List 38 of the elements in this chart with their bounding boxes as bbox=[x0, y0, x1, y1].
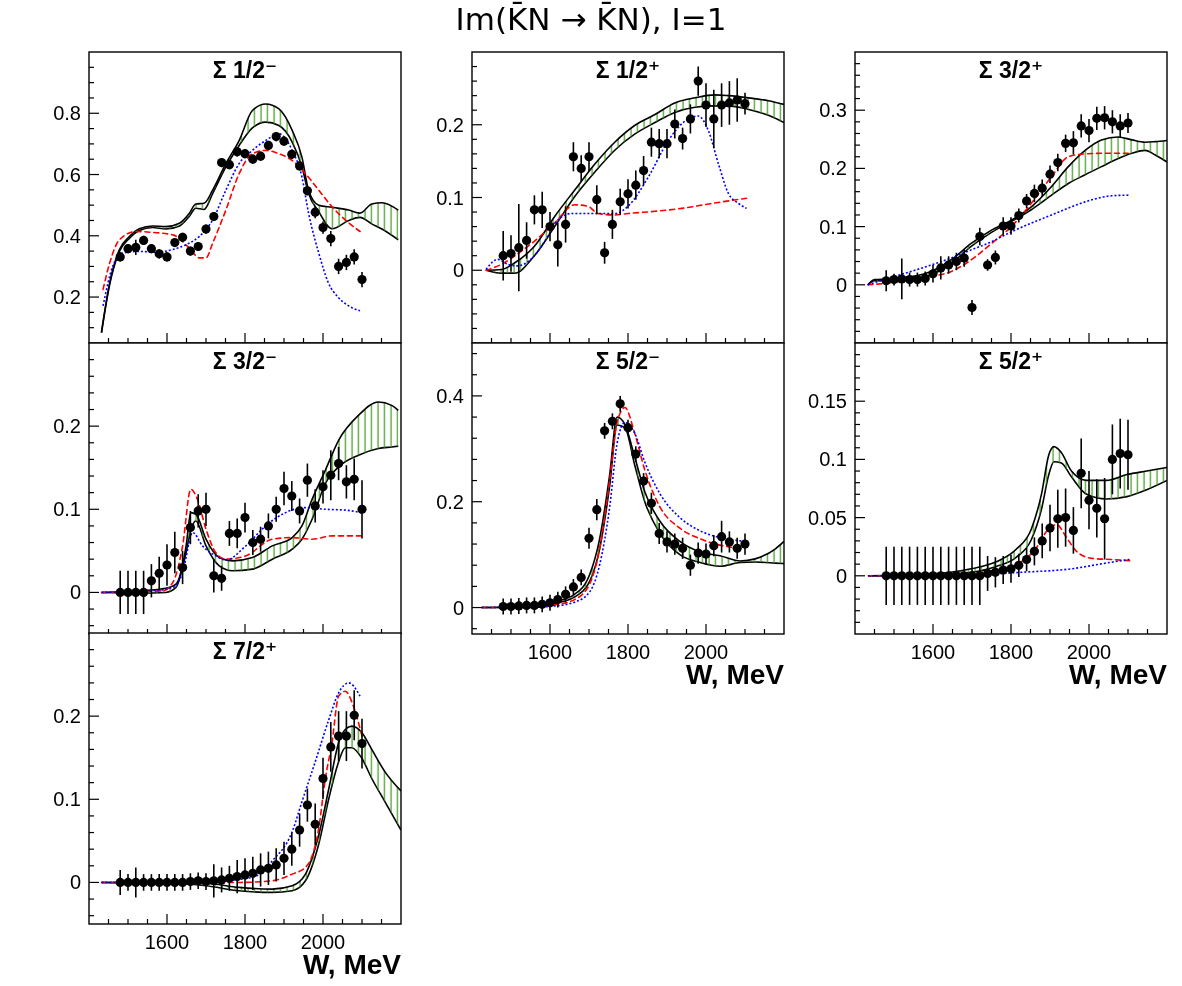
x-tick-label: 1600 bbox=[144, 931, 190, 953]
chart-title: Σ 1/2⁻ bbox=[212, 57, 278, 83]
y-tick-label: 0.15 bbox=[808, 390, 847, 413]
y-tick-label: 0.1 bbox=[53, 788, 81, 811]
chart-title: Σ 5/2⁺ bbox=[978, 348, 1044, 374]
y-tick-label: 0 bbox=[835, 564, 847, 587]
x-tick-label: 1800 bbox=[605, 641, 651, 663]
y-tick-label: 0.1 bbox=[53, 498, 81, 521]
chart-title: Σ 7/2⁺ bbox=[212, 638, 278, 664]
chart-title: Σ 3/2⁻ bbox=[212, 348, 278, 374]
y-tick-label: 0.4 bbox=[53, 224, 81, 247]
y-tick-label: 0.3 bbox=[819, 99, 847, 122]
y-tick-label: 0.1 bbox=[436, 186, 464, 209]
y-tick-label: 0.6 bbox=[53, 163, 81, 186]
y-tick-label: 0.1 bbox=[819, 215, 847, 238]
y-tick-label: 0.1 bbox=[819, 448, 847, 471]
y-tick-label: 0.05 bbox=[808, 506, 847, 529]
y-tick-label: 0.2 bbox=[436, 113, 464, 136]
y-tick-label: 0.2 bbox=[436, 490, 464, 513]
y-tick-label: 0 bbox=[452, 259, 464, 282]
y-tick-label: 0.8 bbox=[53, 102, 81, 125]
y-tick-label: 0 bbox=[69, 581, 81, 604]
y-tick-label: 0 bbox=[452, 596, 464, 619]
y-tick-label: 0 bbox=[835, 273, 847, 296]
text: Im(K̄N → K̄N), I=1 bbox=[455, 1, 727, 37]
y-tick-label: 0.2 bbox=[53, 415, 81, 438]
y-tick-label: 0.4 bbox=[436, 384, 464, 407]
y-tick-label: 0 bbox=[69, 871, 81, 894]
x-tick-label: 1800 bbox=[222, 931, 268, 953]
x-tick-label: 1600 bbox=[910, 641, 956, 663]
x-tick-label: 1800 bbox=[988, 641, 1034, 663]
chart-title: Σ 5/2⁻ bbox=[595, 348, 661, 374]
chart-title: Σ 1/2⁺ bbox=[595, 57, 661, 83]
x-tick-label: 1600 bbox=[527, 641, 573, 663]
y-tick-label: 0.2 bbox=[53, 705, 81, 728]
y-tick-label: 0.2 bbox=[53, 286, 81, 309]
y-tick-label: 0.2 bbox=[819, 157, 847, 180]
chart-title: Σ 3/2⁺ bbox=[978, 57, 1044, 83]
